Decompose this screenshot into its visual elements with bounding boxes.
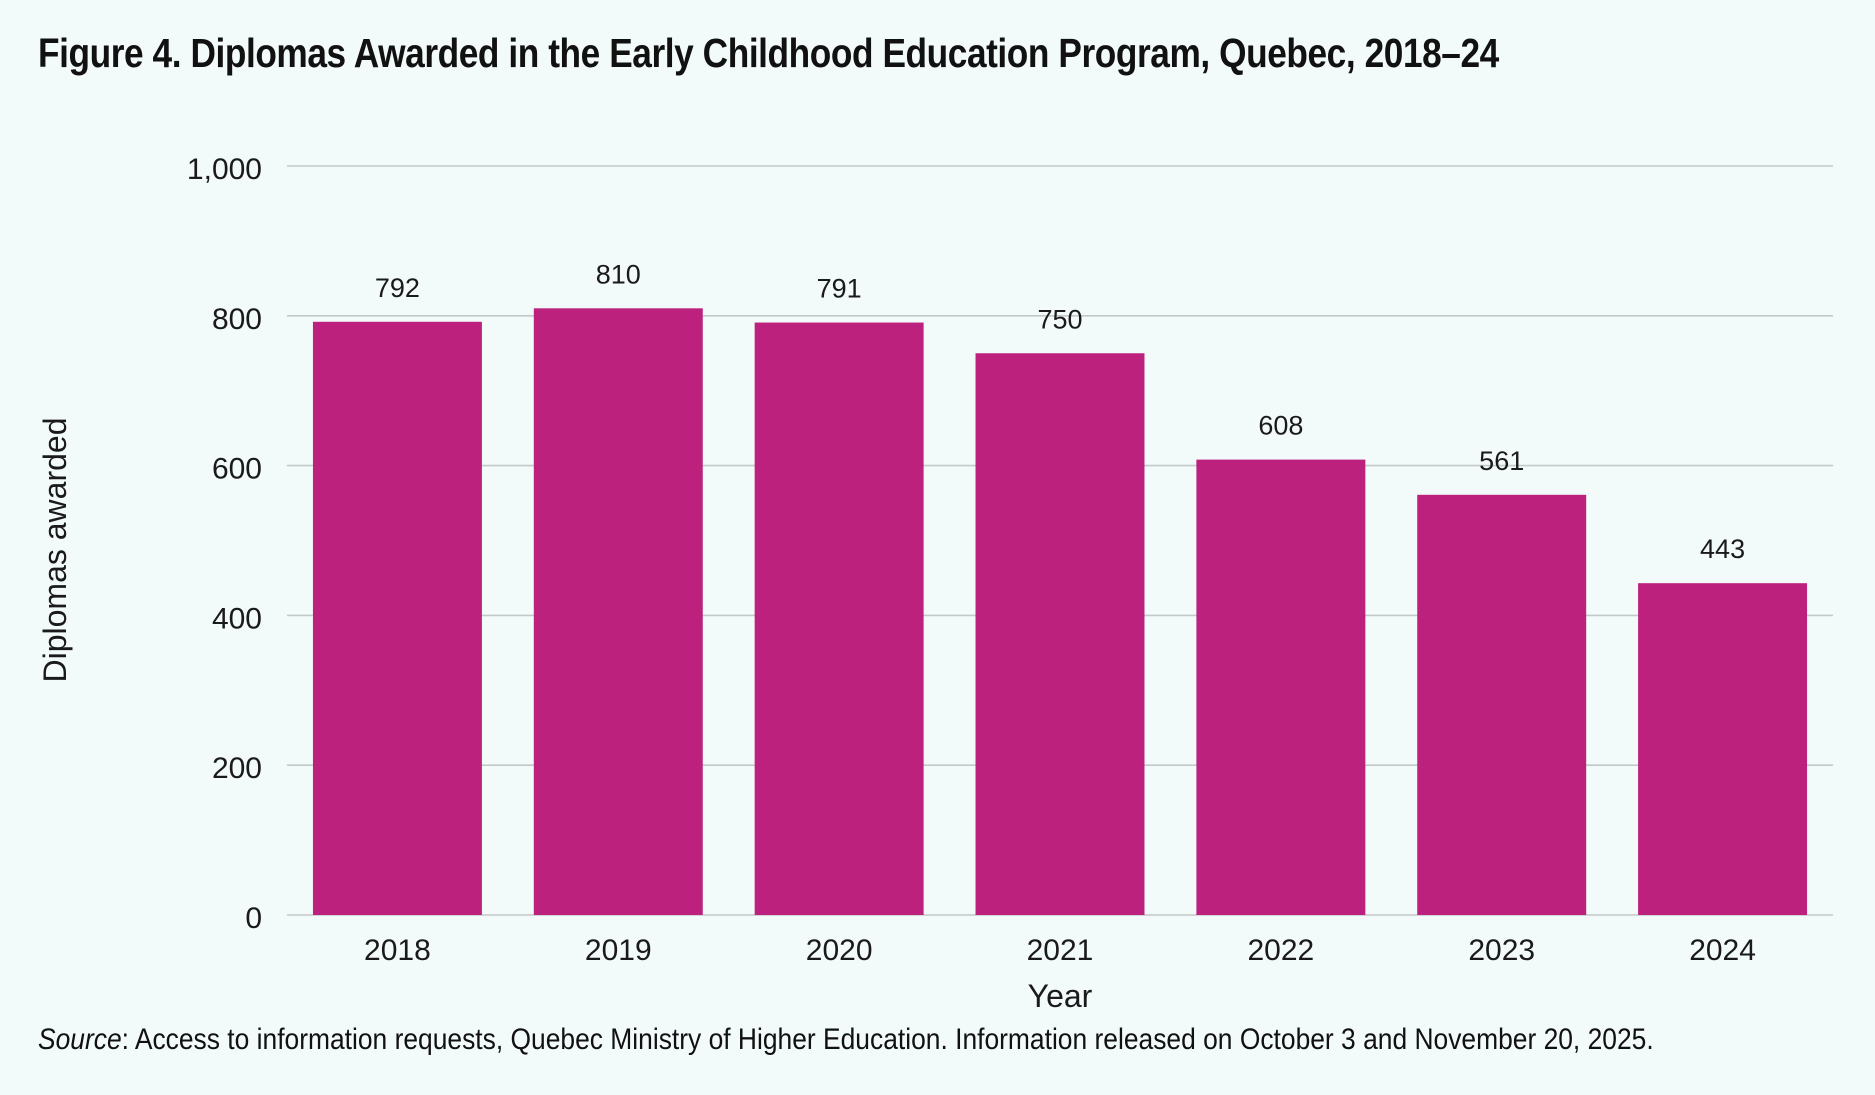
source-label: Source [38, 1023, 122, 1056]
data-label: 791 [817, 274, 862, 304]
x-tick-label: 2018 [364, 934, 431, 967]
source-text: : Access to information requests, Quebec… [121, 1023, 1654, 1056]
data-label: 561 [1479, 446, 1524, 476]
source-note: Source: Access to information requests, … [38, 1023, 1654, 1057]
x-tick-label: 2019 [585, 934, 652, 967]
bar-2024 [1638, 583, 1808, 915]
data-label: 792 [375, 273, 420, 303]
data-label: 750 [1037, 304, 1082, 334]
data-label: 810 [596, 259, 641, 289]
bars [312, 308, 1808, 915]
bar-2019 [533, 308, 703, 915]
x-tick-label: 2024 [1689, 934, 1756, 967]
x-tick-label: 2021 [1027, 934, 1094, 967]
y-tick-label: 400 [212, 602, 262, 635]
y-tick-label: 800 [212, 303, 262, 336]
y-axis-ticks: 0 200 400 600 800 1,000 [187, 153, 262, 935]
x-tick-label: 2020 [806, 934, 873, 967]
data-label: 608 [1258, 411, 1303, 441]
bar-2021 [975, 353, 1145, 915]
bar-2018 [312, 321, 482, 915]
x-axis-title: Year [1028, 978, 1093, 1014]
y-tick-label: 1,000 [187, 153, 262, 186]
chart-title: Figure 4. Diplomas Awarded in the Early … [38, 30, 1499, 76]
x-axis-ticks: 2018 2019 2020 2021 2022 2023 2024 [364, 934, 1756, 967]
data-labels: 792 810 791 750 608 561 443 [375, 259, 1745, 564]
y-tick-label: 0 [245, 902, 262, 935]
data-label: 443 [1700, 534, 1745, 564]
x-tick-label: 2022 [1247, 934, 1314, 967]
bar-2023 [1417, 494, 1587, 915]
y-tick-label: 200 [212, 752, 262, 785]
bar-2022 [1196, 459, 1366, 915]
y-axis-title: Diplomas awarded [37, 417, 73, 682]
x-tick-label: 2023 [1468, 934, 1535, 967]
y-tick-label: 600 [212, 453, 262, 486]
bar-2020 [754, 322, 924, 915]
